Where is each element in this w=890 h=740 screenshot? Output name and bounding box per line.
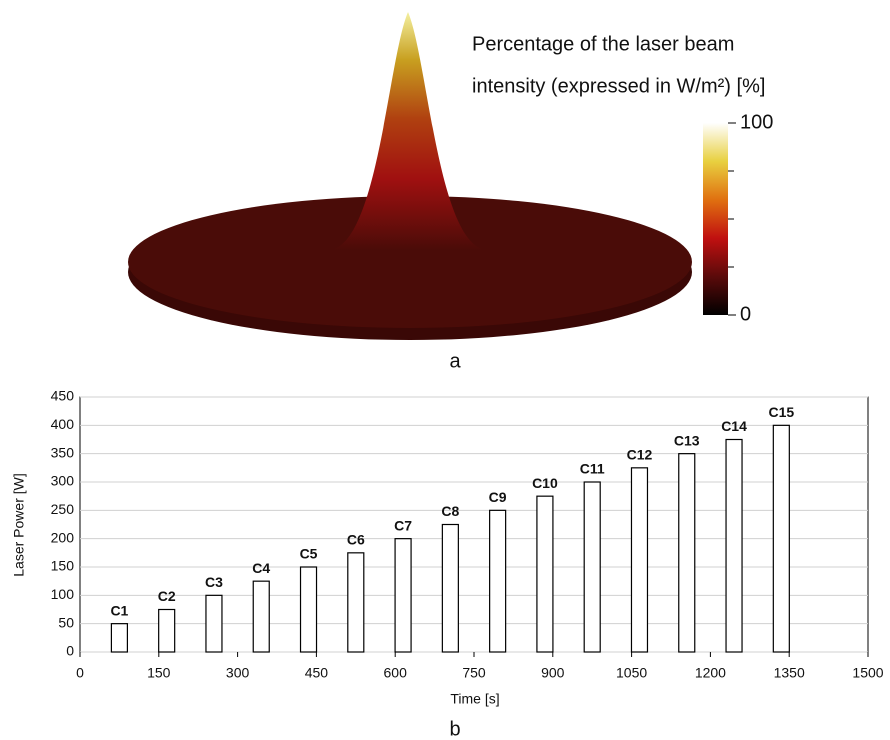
y-tick-label: 350	[51, 444, 75, 460]
x-tick-label: 600	[384, 665, 408, 681]
bar-label: C8	[441, 503, 459, 519]
bar	[252, 580, 270, 653]
y-axis-label: Laser Power [W]	[11, 473, 27, 576]
bar-label: C1	[110, 602, 128, 618]
y-tick-label: 250	[51, 501, 75, 517]
bar-label: C4	[252, 560, 270, 576]
bar-label: C11	[580, 461, 605, 477]
bar	[394, 538, 412, 653]
bar-label: C12	[627, 447, 653, 463]
colorbar	[703, 123, 728, 315]
x-tick-label: 1500	[852, 665, 883, 681]
bar	[299, 566, 318, 653]
x-tick-label: 300	[226, 665, 250, 681]
y-tick-label: 50	[58, 614, 74, 630]
x-axis-label: Time [s]	[450, 691, 499, 707]
plot-frame	[79, 396, 869, 653]
surface-render	[128, 12, 692, 340]
bar	[205, 594, 223, 653]
bar-label: C5	[300, 546, 318, 562]
bar-label: C13	[674, 432, 700, 448]
x-tick-label: 450	[305, 665, 329, 681]
bar-label: C9	[489, 489, 507, 505]
y-tick-label: 150	[51, 558, 75, 574]
x-tick-label: 1350	[774, 665, 805, 681]
x-tick-label: 750	[462, 665, 486, 681]
y-tick-label: 200	[51, 529, 75, 545]
bar-label: C3	[205, 574, 223, 590]
y-tick-label: 0	[66, 643, 74, 659]
bar-label: C15	[768, 404, 794, 420]
y-tick-label: 450	[51, 388, 75, 404]
bar	[678, 453, 696, 653]
x-tick-label: 0	[76, 665, 84, 681]
bar	[630, 467, 649, 653]
bar	[725, 438, 743, 653]
bar	[772, 424, 790, 653]
colorbar-tick-label: 100	[740, 111, 773, 133]
x-tick-label: 150	[147, 665, 171, 681]
colorbar-tick-label: 0	[740, 303, 751, 325]
bar	[583, 481, 601, 653]
panel-label: b	[449, 718, 460, 740]
colorbar-title: intensity (expressed in W/m²) [%]	[472, 75, 765, 97]
bar	[536, 495, 554, 653]
colorbar-title: Percentage of the laser beam	[472, 33, 734, 55]
y-tick-label: 100	[51, 586, 75, 602]
y-tick-label: 300	[51, 473, 75, 489]
panel-label: a	[449, 350, 461, 372]
bar-label: C10	[532, 475, 558, 491]
x-tick-label: 1050	[616, 665, 647, 681]
x-tick-label: 1200	[695, 665, 726, 681]
bar-label: C7	[394, 517, 412, 533]
bar	[489, 509, 507, 653]
x-tick-label: 900	[541, 665, 565, 681]
y-tick-label: 400	[51, 416, 75, 432]
bar	[110, 623, 129, 653]
bar-label: C14	[721, 418, 747, 434]
bar	[441, 523, 459, 653]
bar-label: C6	[347, 532, 365, 548]
bar-label: C2	[158, 588, 176, 604]
bar	[158, 608, 176, 653]
bar	[347, 552, 365, 653]
